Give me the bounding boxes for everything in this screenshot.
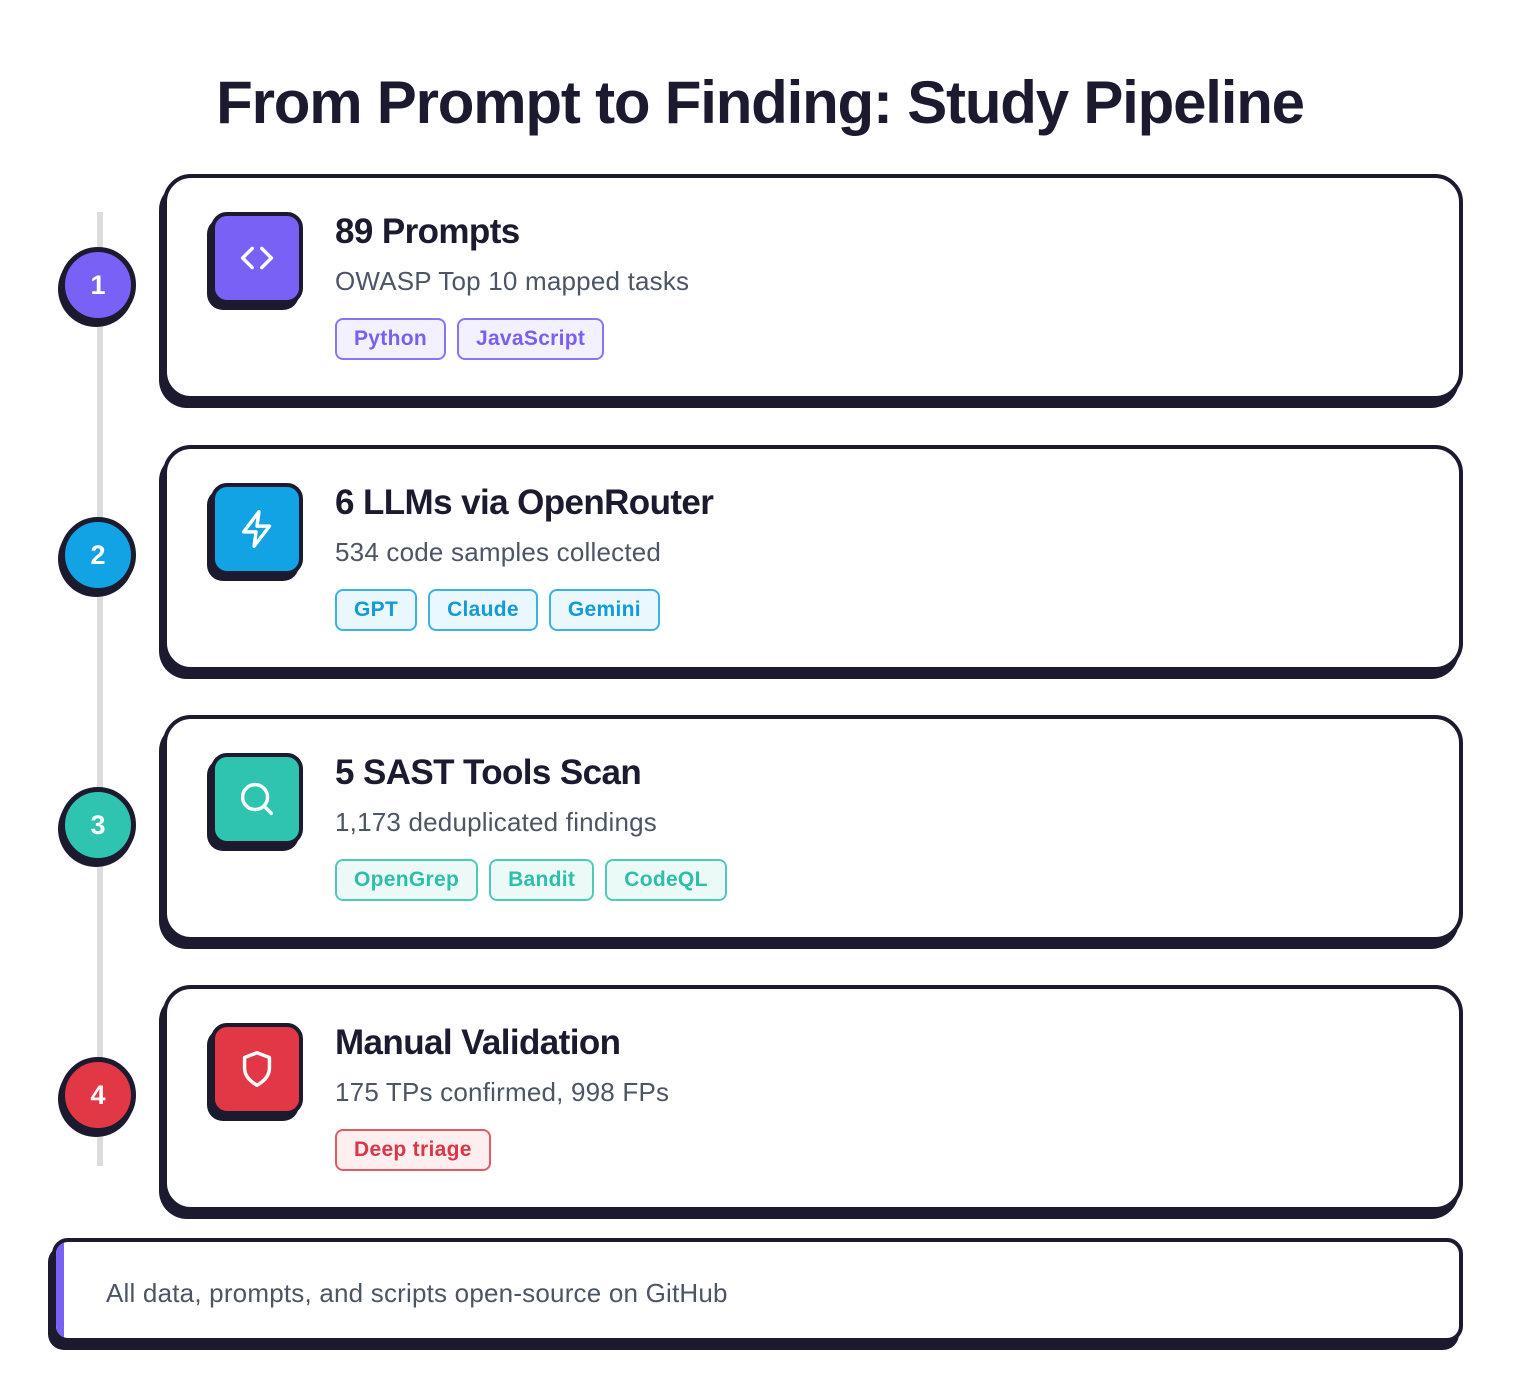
shield-icon xyxy=(211,1023,303,1115)
step-number-badge: 1 xyxy=(60,247,136,323)
search-icon xyxy=(211,753,303,845)
tag-list: GPT Claude Gemini xyxy=(335,589,660,631)
tag-list: OpenGrep Bandit CodeQL xyxy=(335,859,727,901)
step-title: 6 LLMs via OpenRouter xyxy=(335,483,714,522)
step-card-prompts: 89 Prompts OWASP Top 10 mapped tasks Pyt… xyxy=(163,174,1463,400)
tag: Gemini xyxy=(548,589,660,631)
tag: CodeQL xyxy=(605,859,727,901)
step-subtitle: 175 TPs confirmed, 998 FPs xyxy=(335,1077,670,1107)
step-title: 89 Prompts xyxy=(335,212,520,251)
lightning-bolt-icon xyxy=(211,483,303,575)
step-number-badge: 4 xyxy=(60,1057,136,1133)
tag-list: Python JavaScript xyxy=(335,318,605,360)
footer-note: All data, prompts, and scripts open-sour… xyxy=(52,1238,1463,1342)
step-subtitle: OWASP Top 10 mapped tasks xyxy=(335,266,690,296)
step-subtitle: 534 code samples collected xyxy=(335,537,662,567)
tag-list: Deep triage xyxy=(335,1129,491,1171)
step-subtitle: 1,173 deduplicated findings xyxy=(335,807,657,837)
step-title: Manual Validation xyxy=(335,1023,621,1062)
footer-accent-bar xyxy=(56,1242,64,1338)
step-number-badge: 3 xyxy=(60,787,136,863)
step-card-sast: 5 SAST Tools Scan 1,173 deduplicated fin… xyxy=(163,715,1463,941)
step-number-badge: 2 xyxy=(60,517,136,593)
step-title: 5 SAST Tools Scan xyxy=(335,753,642,792)
step-card-llms: 6 LLMs via OpenRouter 534 code samples c… xyxy=(163,445,1463,671)
footer-text: All data, prompts, and scripts open-sour… xyxy=(106,1278,728,1308)
tag: OpenGrep xyxy=(335,859,479,901)
timeline-connector xyxy=(97,212,103,1166)
tag: Claude xyxy=(428,589,538,631)
tag: Python xyxy=(335,318,446,360)
code-brackets-icon xyxy=(211,212,303,304)
tag: GPT xyxy=(335,589,418,631)
tag: Deep triage xyxy=(335,1129,491,1171)
tag: Bandit xyxy=(489,859,595,901)
step-card-validation: Manual Validation 175 TPs confirmed, 998… xyxy=(163,985,1463,1211)
page-title: From Prompt to Finding: Study Pipeline xyxy=(216,69,1305,136)
tag: JavaScript xyxy=(456,318,605,360)
